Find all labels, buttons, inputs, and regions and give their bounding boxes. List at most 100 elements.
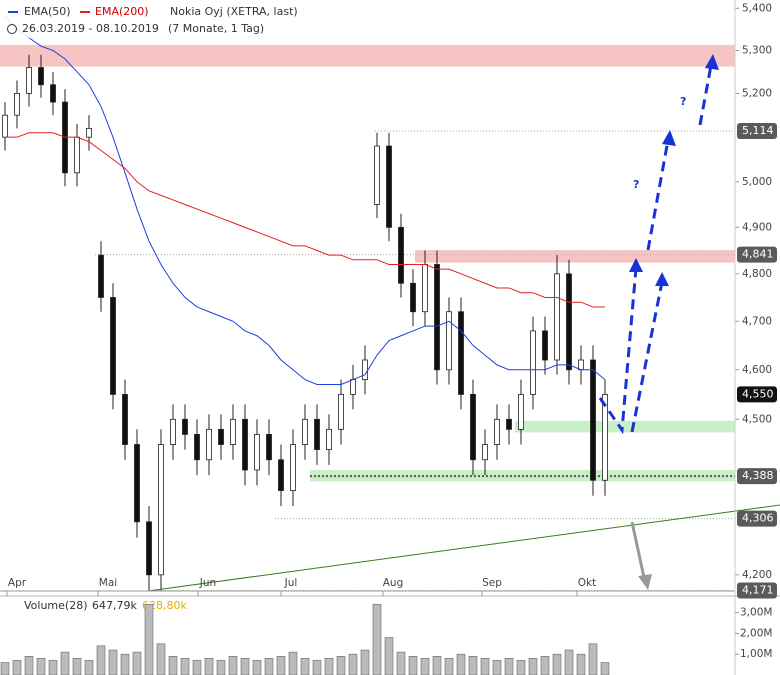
zone (515, 420, 735, 433)
x-tick-label: Jun (199, 577, 216, 589)
level-label: 4,306 (742, 512, 774, 525)
y-tick-label: 5,300 (742, 44, 772, 56)
x-tick-label: Aug (383, 577, 404, 589)
volume-bar (144, 603, 154, 675)
x-tick-label: Apr (8, 577, 27, 589)
security-name: Nokia Oyj (XETRA, last) (170, 5, 298, 18)
level-label: 5,114 (742, 124, 774, 137)
candle-body (362, 359, 368, 380)
candle-body (410, 282, 416, 313)
last-label: 4,550 (742, 387, 774, 400)
zone (0, 44, 735, 67)
volume-bar (228, 655, 238, 675)
volume-bar (60, 651, 70, 675)
x-tick-label: Okt (578, 577, 596, 589)
arrow-head (662, 130, 676, 146)
volume-bar (492, 660, 502, 675)
level-label: 4,388 (742, 469, 774, 482)
candle-body (458, 311, 464, 395)
x-tick-label: Sep (482, 577, 502, 589)
y-tick-label: 5,000 (742, 176, 772, 188)
volume-bar (372, 603, 382, 675)
volume-bar (276, 655, 286, 675)
candle-body (530, 330, 536, 395)
volume-bar (312, 660, 322, 675)
volume-bar (24, 655, 34, 675)
y-tick-label: 4,900 (742, 221, 772, 233)
candle-body (158, 444, 164, 576)
volume-bar (168, 655, 178, 675)
candle-body (122, 394, 128, 445)
candle-body (170, 418, 176, 445)
volume-bar (528, 658, 538, 675)
duration: (7 Monate, 1 Tag) (168, 22, 264, 35)
question-mark: ? (633, 178, 639, 191)
arrow-path (598, 267, 638, 435)
volume-bar (12, 660, 22, 675)
volume-bar (204, 658, 214, 675)
volume-tick-label: 2,00M (740, 627, 772, 639)
y-tick-label: 5,400 (742, 2, 772, 14)
volume-bar (444, 658, 454, 675)
candle-body (254, 433, 260, 471)
ema-line (4, 16, 606, 386)
candle-body (314, 418, 320, 450)
candle-body (326, 428, 332, 450)
volume-bar (504, 658, 514, 675)
level-box (737, 246, 777, 263)
candle-body (566, 273, 572, 371)
ema-line (5, 132, 605, 308)
volume-bar (336, 655, 346, 675)
legend-label: EMA(200) (95, 5, 149, 18)
level-label: 4,171 (742, 583, 774, 596)
arrow-path (698, 59, 714, 126)
arrow-head (705, 54, 719, 70)
volume-bar (180, 658, 190, 675)
volume-bar (0, 662, 10, 675)
y-tick-label: 4,700 (742, 315, 772, 327)
volume-bar (72, 658, 82, 675)
legend-label: EMA(50) (24, 5, 71, 18)
down-arrow-head (638, 574, 652, 590)
candle-body (290, 444, 296, 491)
trend-line (147, 504, 780, 592)
zone (415, 250, 735, 263)
candle-body (110, 297, 116, 395)
candle-body (518, 394, 524, 430)
candle-body (206, 428, 212, 461)
candle-body (182, 418, 188, 435)
volume-bar (360, 649, 370, 675)
period: 26.03.2019 - 08.10.2019 (22, 22, 159, 35)
candle-body (338, 394, 344, 430)
volume-label: Volume(28) (24, 599, 88, 612)
x-tick-label: Jul (284, 577, 298, 589)
volume-bar (84, 660, 94, 675)
candle-body (50, 84, 56, 103)
candle-body (470, 394, 476, 461)
level-label: 4,841 (742, 248, 774, 261)
volume-bar (588, 643, 598, 675)
candle-body (14, 93, 20, 116)
volume-bar (96, 645, 106, 675)
volume-bar (192, 660, 202, 675)
volume-bar (408, 655, 418, 675)
volume-bar (516, 660, 526, 675)
level-box (737, 510, 777, 527)
volume-bar (264, 658, 274, 675)
volume-bar (432, 655, 442, 675)
level-box (737, 582, 777, 599)
candle-body (134, 444, 140, 523)
candle-body (434, 264, 440, 371)
candle-body (494, 418, 500, 445)
volume-bar (240, 658, 250, 675)
arrow-path (646, 139, 670, 251)
volume-bar (120, 653, 130, 675)
candle-body (38, 67, 44, 86)
legend-bg (0, 0, 305, 38)
volume-bar (540, 655, 550, 675)
candle-body (266, 433, 272, 461)
volume-bar (300, 658, 310, 675)
arrow-head (629, 258, 643, 272)
volume-bar (480, 658, 490, 675)
